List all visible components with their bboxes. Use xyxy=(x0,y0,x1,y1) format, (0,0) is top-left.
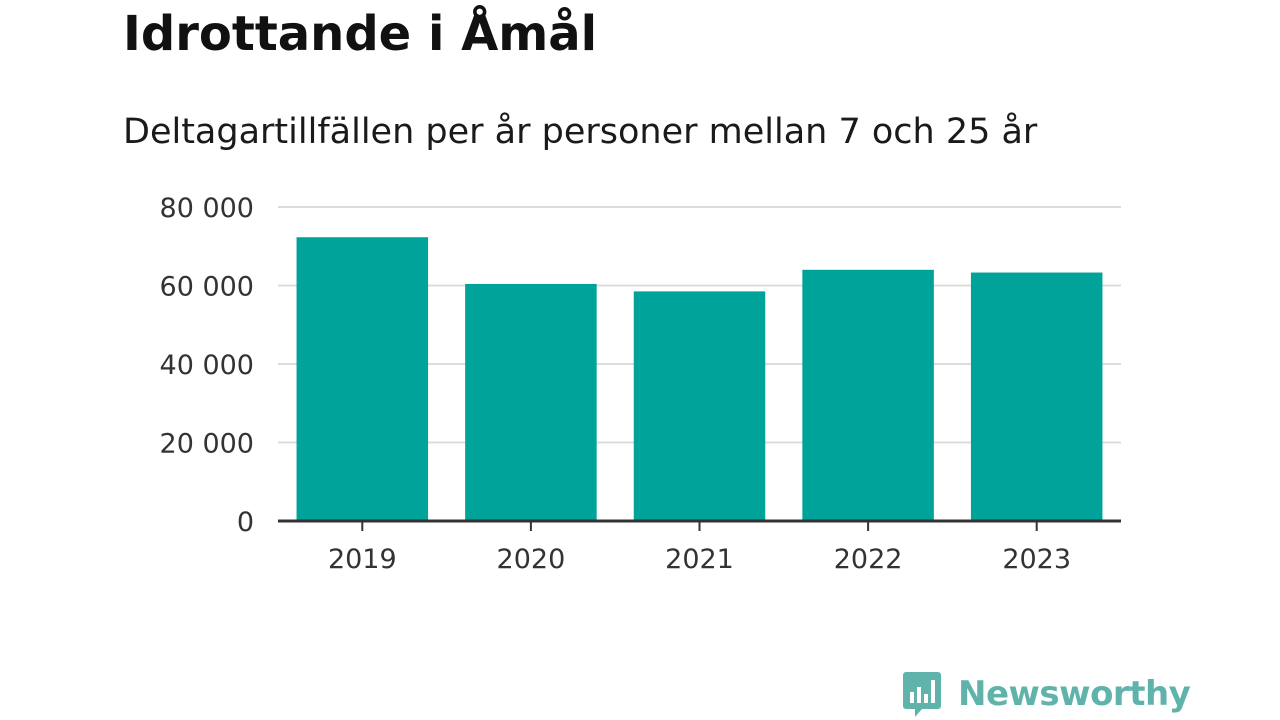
bar xyxy=(633,291,766,521)
bar xyxy=(296,237,429,521)
axes: 0 20 000 40 000 60 000 80 000 2019 2020 2021 202… xyxy=(160,193,1121,575)
bar xyxy=(802,269,934,521)
newsworthy-logo-icon xyxy=(903,672,941,717)
brand-name: Newsworthy xyxy=(958,674,1191,714)
x-tick-label: 2022 xyxy=(834,544,903,575)
bar xyxy=(970,272,1103,521)
y-tick-label: 40 000 xyxy=(160,350,254,381)
x-tick-label: 2023 xyxy=(1002,544,1071,575)
chart-subtitle: Deltagartillfällen per år personer mella… xyxy=(123,112,1038,152)
newsworthy-brand: Newsworthy xyxy=(902,670,1191,718)
chart-title: Idrottande i Åmål xyxy=(123,6,598,62)
bars xyxy=(296,237,1103,521)
x-tick-label: 2019 xyxy=(328,544,397,575)
y-tick-label: 20 000 xyxy=(160,429,254,460)
y-tick-label: 60 000 xyxy=(160,272,254,303)
y-tick-label: 0 xyxy=(237,507,254,538)
bar xyxy=(465,283,597,521)
x-tick-label: 2021 xyxy=(665,544,734,575)
x-tick-label: 2020 xyxy=(497,544,566,575)
y-tick-label: 80 000 xyxy=(160,193,254,224)
